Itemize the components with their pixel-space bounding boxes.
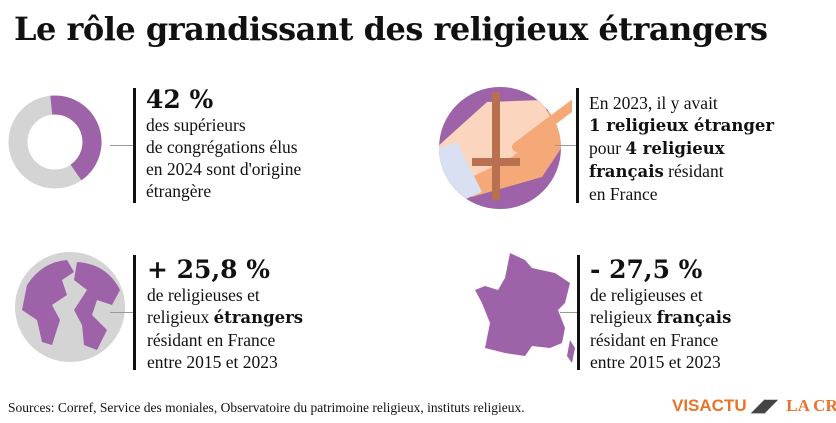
stat-text: résidant en France [590,330,719,350]
lacroix-logo: LA CROIX [786,396,836,415]
stat-emphasis: étrangers [213,308,304,327]
stat-text: de congrégations élus [146,137,298,157]
donut-slice-highlight [50,95,102,181]
visactu-logo: VISACTU [672,396,747,415]
stat-block-3: + 25,8 % de religieuses et religieux étr… [147,256,303,373]
stat-block-1: 42 % des supérieurs de congrégations élu… [146,86,301,202]
stat-text: de religieuses et [147,285,260,305]
stat-text: pour [589,138,626,158]
page-title: Le rôle grandissant des religieux étrang… [14,10,768,48]
stat-emphasis: français [589,162,664,181]
stat-emphasis: 1 religieux étranger [589,116,775,135]
stat-text: de religieuses et [590,285,703,305]
divider [133,88,136,203]
stat-block-4: - 27,5 % de religieuses et religieux fra… [590,256,731,373]
sources-note: Sources: Corref, Service des moniales, O… [8,400,525,415]
france-map-icon [475,253,575,363]
stat-text: résidant [663,161,724,181]
stat-text: des supérieurs [146,115,246,135]
stat-text: entre 2015 et 2023 [147,352,278,372]
globe-icon [15,252,125,362]
divider [577,255,580,370]
stat-emphasis: 4 religieux [625,139,725,158]
stat-value: - 27,5 % [590,255,703,284]
stat-text: en 2024 sont d'origine [146,159,302,179]
divider [133,255,136,370]
stat-text: religieux [147,307,214,327]
stat-text: en France [589,184,658,204]
stat-text: entre 2015 et 2023 [590,352,721,372]
donut-chart [8,95,102,189]
stat-text: étrangère [146,181,212,201]
stat-value: 42 % [146,85,214,114]
stat-text: En 2023, il y avait [589,93,718,113]
stat-block-2: En 2023, il y avait 1 religieux étranger… [589,92,774,205]
stat-emphasis: français [656,308,732,327]
logo-mark-icon: ◢◤ [751,396,778,415]
stat-text: résidant en France [147,330,276,350]
hands-rosary-icon [439,87,572,209]
stat-text: religieux [590,307,657,327]
divider [576,88,579,203]
publisher-logo: VISACTU ◢◤ LA CROIX [672,396,836,416]
stat-value: + 25,8 % [147,255,270,284]
